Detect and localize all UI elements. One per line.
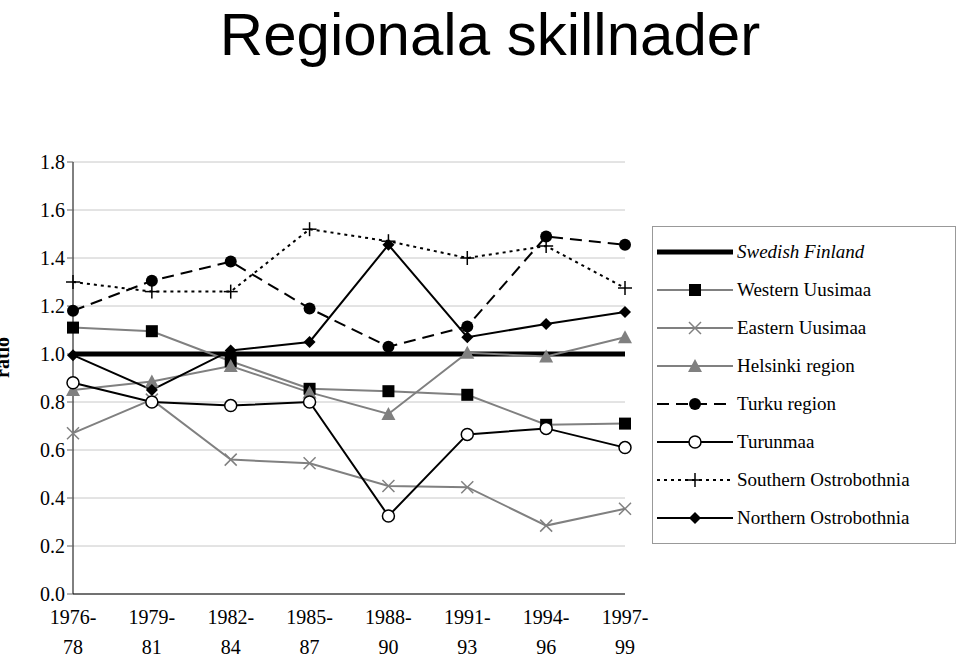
- html-text:Helsinki region: Helsinki region: [737, 355, 855, 376]
- svg-text:1988-90: 1988-90: [365, 606, 412, 658]
- html-text:Regionala skillnader: Regionala skillnader: [219, 1, 761, 68]
- svg-text:1976-78: 1976-78: [50, 606, 97, 658]
- svg-text:1985-87: 1985-87: [286, 606, 333, 658]
- svg-text:1.4: 1.4: [40, 247, 65, 269]
- html-text:Northern Ostrobothnia: Northern Ostrobothnia: [737, 507, 910, 528]
- html-text:Western Uusimaa: Western Uusimaa: [737, 279, 872, 300]
- svg-text:1979-81: 1979-81: [129, 606, 176, 658]
- html-text:Southern Ostrobothnia: Southern Ostrobothnia: [737, 469, 910, 490]
- svg-text:1.8: 1.8: [40, 151, 65, 173]
- html-text:Turku region: Turku region: [737, 393, 837, 414]
- svg-text:1.2: 1.2: [40, 295, 65, 317]
- svg-text:1991-93: 1991-93: [444, 606, 491, 658]
- svg-text:1.0: 1.0: [40, 343, 65, 365]
- svg-text:0.6: 0.6: [40, 439, 65, 461]
- html-text:Eastern Uusimaa: Eastern Uusimaa: [737, 317, 867, 338]
- html-text:Swedish Finland: Swedish Finland: [737, 241, 865, 262]
- svg-text:1997-99: 1997-99: [602, 606, 649, 658]
- html-text:Turunmaa: Turunmaa: [737, 431, 815, 452]
- svg-text:1.6: 1.6: [40, 199, 65, 221]
- svg-text:0.4: 0.4: [40, 487, 65, 509]
- svg-text:0.2: 0.2: [40, 535, 65, 557]
- svg-text:1982-84: 1982-84: [207, 606, 254, 658]
- svg-text:0.8: 0.8: [40, 391, 65, 413]
- svg-text:0.0: 0.0: [40, 583, 65, 605]
- svg-text:ratio: ratio: [8, 337, 13, 378]
- svg-text:1994-96: 1994-96: [523, 606, 570, 658]
